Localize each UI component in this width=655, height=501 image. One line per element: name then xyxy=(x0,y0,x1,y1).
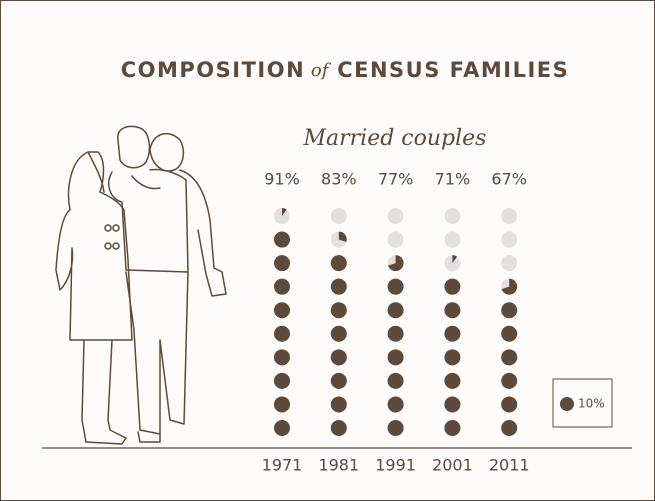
dot-empty xyxy=(444,208,460,224)
dot-filled xyxy=(444,420,460,436)
value-label: 83% xyxy=(321,170,357,189)
dot-filled xyxy=(331,396,347,412)
dot-filled xyxy=(274,232,290,248)
dot-filled xyxy=(501,302,517,318)
dot-filled xyxy=(501,326,517,342)
x-tick-label: 1991 xyxy=(375,456,416,475)
dot-filled xyxy=(331,302,347,318)
dot-filled xyxy=(274,420,290,436)
dot-filled xyxy=(331,255,347,271)
chart: COMPOSITION of CENSUS FAMILIES Married c… xyxy=(0,0,655,501)
chart-subtitle: Married couples xyxy=(303,126,487,151)
dot-filled xyxy=(388,420,404,436)
x-tick-label: 1981 xyxy=(318,456,359,475)
dot-empty xyxy=(501,232,517,248)
x-tick-label: 2011 xyxy=(489,456,530,475)
dot-filled xyxy=(331,373,347,389)
value-label: 77% xyxy=(378,170,414,189)
dot-empty xyxy=(501,208,517,224)
dot-filled xyxy=(274,326,290,342)
dot-filled xyxy=(501,373,517,389)
legend-dot xyxy=(560,397,574,411)
dot-filled xyxy=(274,255,290,271)
dot-filled xyxy=(274,302,290,318)
dot-empty xyxy=(388,232,404,248)
x-tick-label: 1971 xyxy=(262,456,303,475)
dot-empty xyxy=(444,232,460,248)
x-tick-label: 2001 xyxy=(432,456,473,475)
dot-filled xyxy=(331,326,347,342)
dot-filled xyxy=(388,326,404,342)
dot-filled xyxy=(274,396,290,412)
dot-filled xyxy=(388,279,404,295)
dot-filled xyxy=(331,420,347,436)
dot-filled xyxy=(501,349,517,365)
dot-filled xyxy=(388,302,404,318)
dot-filled xyxy=(274,373,290,389)
legend-label: 10% xyxy=(578,397,605,411)
dot-filled xyxy=(331,279,347,295)
dot-filled xyxy=(388,373,404,389)
dot-filled xyxy=(388,349,404,365)
value-label: 67% xyxy=(491,170,527,189)
dot-filled xyxy=(274,279,290,295)
dot-filled xyxy=(501,420,517,436)
dot-filled xyxy=(444,396,460,412)
dot-filled xyxy=(444,349,460,365)
dot-empty xyxy=(501,255,517,271)
value-label: 91% xyxy=(264,170,300,189)
dot-filled xyxy=(274,349,290,365)
dot-empty xyxy=(388,208,404,224)
dot-empty xyxy=(331,208,347,224)
dot-filled xyxy=(444,279,460,295)
value-label: 71% xyxy=(435,170,471,189)
dot-filled xyxy=(444,302,460,318)
dot-filled xyxy=(444,326,460,342)
dot-filled xyxy=(444,373,460,389)
dot-filled xyxy=(331,349,347,365)
dot-filled xyxy=(501,396,517,412)
dot-filled xyxy=(388,396,404,412)
chart-title: COMPOSITION of CENSUS FAMILIES xyxy=(121,58,569,82)
